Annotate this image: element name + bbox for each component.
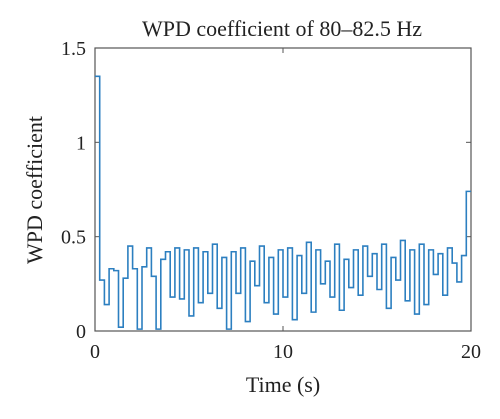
x-tick-label: 0 (90, 341, 100, 363)
y-tick-label: 0.5 (61, 227, 86, 249)
y-tick-label: 0 (76, 321, 86, 343)
x-tick-label: 20 (461, 341, 481, 363)
chart-title: WPD coefficient of 80–82.5 Hz (142, 16, 422, 41)
axis-ticks: 0 10 20 0 0.5 1 1.5 (61, 38, 481, 363)
y-tick-label: 1 (76, 132, 86, 154)
y-tick-label: 1.5 (61, 38, 86, 60)
x-axis-label: Time (s) (246, 372, 320, 397)
x-tick-label: 10 (273, 341, 293, 363)
y-axis-label: WPD coefficient (22, 116, 47, 264)
series-line (95, 75, 471, 330)
